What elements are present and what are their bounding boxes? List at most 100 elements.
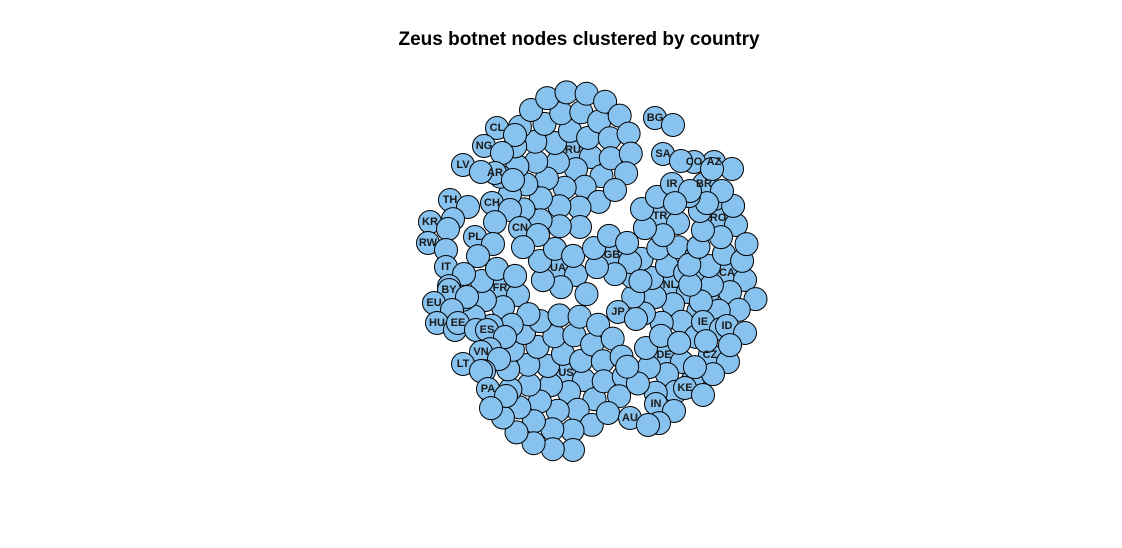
node [734, 232, 759, 257]
cluster-label: IN [651, 398, 662, 410]
node [554, 80, 579, 105]
cluster-bg [643, 106, 685, 137]
cluster-label: CZ [703, 349, 718, 361]
node [616, 121, 641, 146]
node [503, 123, 527, 147]
cluster-ir [660, 172, 702, 216]
node [624, 307, 648, 331]
cluster-label: IE [698, 316, 708, 328]
cluster-label: JP [611, 306, 624, 318]
node [479, 396, 503, 421]
node [521, 431, 546, 456]
node [669, 149, 693, 173]
node [700, 157, 724, 181]
cluster-cn [508, 216, 550, 260]
cluster-ng [472, 134, 514, 165]
cluster-au [618, 406, 660, 437]
cluster-label: AZ [707, 156, 722, 168]
node [511, 235, 535, 260]
node [519, 98, 543, 122]
cluster-label: AU [622, 412, 638, 424]
node [615, 230, 640, 255]
cluster-label: CL [490, 122, 505, 134]
node [614, 161, 639, 186]
node [466, 244, 490, 269]
cluster-pa [476, 377, 518, 421]
cluster-label: BR [696, 178, 712, 190]
node [615, 354, 640, 379]
node [663, 191, 687, 216]
cluster-label: CH [484, 197, 500, 209]
cluster-label: BY [441, 284, 457, 296]
node [547, 303, 572, 328]
cluster-label: EU [426, 297, 441, 309]
cluster-us [481, 303, 636, 462]
node [694, 329, 718, 354]
node [682, 355, 707, 380]
cluster-label: NG [476, 140, 493, 152]
cluster-lt [451, 352, 493, 383]
cluster-ua [528, 236, 599, 307]
cluster-label: LT [457, 358, 470, 370]
cluster-jp [606, 300, 648, 331]
cluster-ru [488, 80, 643, 239]
cluster-label: DE [656, 349, 671, 361]
cluster-label: FR [493, 282, 508, 294]
cluster-label: KR [422, 216, 438, 228]
chart-title: Zeus botnet nodes clustered by country [398, 29, 760, 50]
node [593, 89, 618, 114]
cluster-label: RO [710, 212, 727, 224]
cluster-label: CO [686, 156, 703, 168]
node [667, 330, 692, 355]
node [436, 217, 460, 241]
node [718, 333, 742, 358]
cluster-label: NL [663, 279, 678, 291]
node [503, 263, 528, 288]
node [504, 420, 529, 445]
cluster-label: TH [443, 194, 458, 206]
cluster-label: RU [565, 144, 581, 156]
cluster-by [437, 278, 479, 309]
cluster-label: GB [604, 249, 621, 261]
node [636, 413, 660, 437]
node [596, 401, 620, 425]
cluster-label: US [558, 367, 573, 379]
node [568, 215, 592, 239]
cluster-label: LV [456, 159, 470, 171]
cluster-label: ID [722, 320, 733, 332]
cluster-label: BG [647, 112, 664, 124]
cluster-id [715, 314, 757, 358]
node [469, 160, 493, 184]
cluster-label: UA [550, 262, 566, 274]
node [691, 383, 715, 407]
cluster-label: PA [481, 383, 496, 395]
cluster-label: CA [719, 267, 735, 279]
cluster-label: CN [512, 222, 528, 234]
node [603, 178, 627, 202]
node [483, 210, 507, 235]
node [586, 312, 611, 337]
node [574, 282, 599, 307]
cluster-label: HU [429, 317, 445, 329]
cluster-label: IT [441, 261, 451, 273]
node [628, 269, 653, 294]
cluster-label: SA [655, 148, 670, 160]
cluster-cl [485, 116, 527, 147]
cluster-label: VN [473, 346, 488, 358]
node [607, 384, 632, 409]
node [561, 438, 585, 462]
cluster-label: ES [480, 324, 495, 336]
cluster-lv [451, 153, 493, 184]
cluster-sa [651, 142, 693, 173]
cluster-ke [673, 376, 715, 407]
cluster-tr [630, 184, 690, 248]
cluster-label: EE [451, 317, 466, 329]
cluster-ch [480, 191, 522, 235]
nodes-layer [416, 80, 768, 462]
cluster-label: IR [667, 178, 678, 190]
cluster-label: PL [468, 231, 482, 243]
cluster-pl [463, 225, 505, 269]
node [561, 243, 586, 268]
cluster-label: TR [653, 210, 668, 222]
